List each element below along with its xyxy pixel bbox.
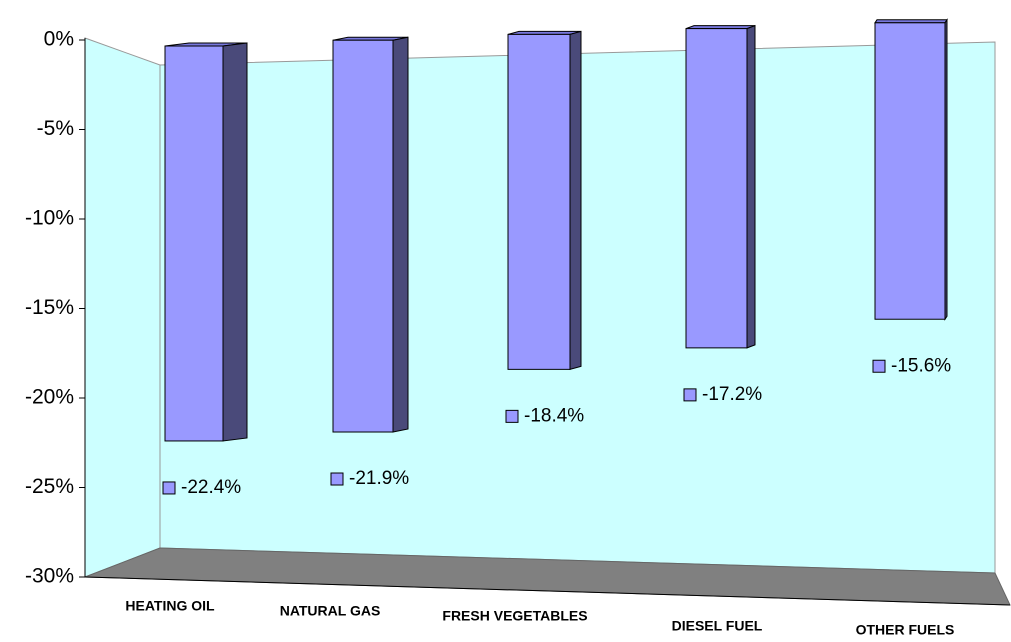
value-label-key bbox=[162, 481, 176, 495]
y-tick-label: -25% bbox=[25, 475, 74, 498]
x-tick-label: NATURAL GAS bbox=[280, 603, 381, 619]
y-tick-label: -30% bbox=[25, 565, 74, 588]
side-wall bbox=[84, 37, 161, 578]
bar-side bbox=[746, 24, 756, 349]
value-label: -21.9% bbox=[349, 468, 409, 489]
value-label: -15.6% bbox=[891, 355, 951, 376]
y-tick-label: -10% bbox=[25, 207, 74, 230]
value-label-key bbox=[872, 359, 886, 373]
x-tick-label: OTHER FUELS bbox=[856, 622, 955, 638]
x-tick-label: FRESH VEGETABLES bbox=[442, 608, 587, 624]
value-label: -22.4% bbox=[181, 477, 241, 498]
value-label: -18.4% bbox=[524, 405, 584, 426]
value-label: -17.2% bbox=[702, 384, 762, 405]
x-tick-label: HEATING OIL bbox=[125, 598, 215, 614]
y-tick-label: -5% bbox=[37, 117, 74, 140]
value-label-key bbox=[505, 409, 519, 423]
bar bbox=[685, 28, 748, 349]
x-tick-label: DIESEL FUEL bbox=[672, 618, 763, 634]
x-axis bbox=[84, 576, 1011, 606]
bar bbox=[164, 45, 224, 442]
bar bbox=[874, 22, 946, 320]
bar-side bbox=[569, 30, 582, 371]
y-tick-label: 0% bbox=[44, 28, 74, 51]
bar bbox=[507, 33, 571, 370]
bar-side bbox=[222, 42, 248, 442]
y-tick-label: -15% bbox=[25, 296, 74, 319]
bar bbox=[332, 39, 394, 433]
bar-side bbox=[392, 36, 409, 433]
value-label-key bbox=[683, 388, 697, 402]
value-label-key bbox=[330, 472, 344, 486]
y-tick-label: -20% bbox=[25, 386, 74, 409]
